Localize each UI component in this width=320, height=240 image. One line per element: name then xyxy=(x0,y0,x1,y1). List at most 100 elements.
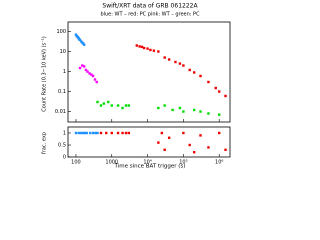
data-point xyxy=(167,58,171,61)
data-point xyxy=(96,100,99,104)
data-point xyxy=(171,108,174,112)
data-point xyxy=(99,131,103,135)
x-tick-label: 10⁶ xyxy=(215,160,223,166)
data-point xyxy=(214,86,217,90)
data-point xyxy=(107,100,110,104)
data-point xyxy=(224,94,227,98)
data-point xyxy=(95,80,98,84)
data-point xyxy=(79,131,83,135)
data-point xyxy=(127,104,131,107)
data-point xyxy=(116,104,120,107)
data-point xyxy=(178,106,182,110)
data-point xyxy=(86,70,89,73)
data-point xyxy=(77,131,80,135)
y-axis-label: Count Rate (0.3−10 keV) (s⁻¹) xyxy=(42,36,48,111)
chart-title: Swift/XRT data of GRB 061222A xyxy=(102,3,198,10)
data-point xyxy=(182,131,185,135)
data-point xyxy=(102,102,106,105)
data-point xyxy=(207,146,210,149)
data-point xyxy=(74,33,78,36)
y-tick-label: 0 xyxy=(63,155,66,161)
data-point xyxy=(188,143,191,147)
plot-frame xyxy=(67,126,231,158)
data-point xyxy=(199,74,202,78)
data-point xyxy=(121,106,124,110)
data-point xyxy=(82,131,85,135)
data-point xyxy=(163,104,166,107)
y-tick-label: 0.1 xyxy=(58,89,66,95)
data-point xyxy=(160,131,164,135)
data-point xyxy=(94,131,97,135)
y-tick-label: 10 xyxy=(60,49,66,55)
data-point xyxy=(74,131,78,135)
data-point xyxy=(157,141,160,144)
data-point xyxy=(83,43,86,46)
data-point xyxy=(81,64,84,67)
data-point xyxy=(142,46,146,50)
data-point xyxy=(124,104,128,107)
data-point xyxy=(157,106,160,110)
data-point xyxy=(90,73,93,76)
x-tick-label: 10⁴ xyxy=(143,160,151,166)
data-point xyxy=(110,104,113,107)
x-axis-label: Time since BAT trigger (s) xyxy=(114,164,186,170)
y-tick-label: 1 xyxy=(63,69,66,75)
plot-frame xyxy=(67,21,231,123)
data-point xyxy=(78,38,82,42)
data-point xyxy=(163,148,166,151)
data-point xyxy=(83,65,86,68)
data-point xyxy=(105,131,108,135)
data-point xyxy=(83,131,87,135)
data-point xyxy=(182,64,185,67)
data-point xyxy=(138,45,141,48)
data-point xyxy=(88,72,91,75)
data-point xyxy=(88,131,92,135)
data-point xyxy=(174,60,177,64)
data-point xyxy=(96,131,99,135)
data-point xyxy=(157,50,160,53)
data-point xyxy=(91,74,95,78)
data-point xyxy=(167,136,171,139)
y-tick-label: 100 xyxy=(56,29,66,35)
data-point xyxy=(178,62,182,65)
y-tick-label: 0.5 xyxy=(58,143,66,149)
data-point xyxy=(218,90,221,93)
x-tick-label: 100 xyxy=(71,160,81,166)
data-point xyxy=(85,131,88,135)
data-point xyxy=(110,131,113,135)
data-point xyxy=(218,113,221,116)
data-point xyxy=(91,131,95,135)
data-point xyxy=(199,134,202,137)
data-point xyxy=(207,80,210,84)
data-point xyxy=(146,47,149,50)
data-point xyxy=(124,131,128,135)
y-axis-label: frac. exp xyxy=(42,132,48,154)
data-point xyxy=(127,131,131,135)
data-point xyxy=(182,110,185,113)
data-point xyxy=(135,44,138,47)
chart: Swift/XRT data of GRB 061222A blue: WT –… xyxy=(42,3,231,170)
y-tick-label: 1 xyxy=(63,131,66,137)
data-point xyxy=(149,48,152,52)
data-point xyxy=(163,56,166,59)
data-point xyxy=(188,68,191,72)
data-point xyxy=(99,104,103,107)
data-point xyxy=(121,131,124,135)
data-point xyxy=(199,110,202,113)
data-point xyxy=(192,71,196,74)
x-tick-label: 1000 xyxy=(105,160,118,166)
x-tick-label: 10⁵ xyxy=(179,160,187,166)
data-point xyxy=(152,49,156,52)
data-point xyxy=(93,78,97,81)
data-point xyxy=(78,66,82,70)
data-point xyxy=(207,112,210,115)
y-tick-label: 0.01 xyxy=(55,109,66,115)
data-point xyxy=(192,108,196,112)
data-point xyxy=(192,151,196,154)
data-point xyxy=(116,131,120,135)
data-point xyxy=(140,45,144,49)
data-point xyxy=(84,68,88,72)
data-point xyxy=(218,131,221,135)
data-point xyxy=(224,148,227,151)
chart-subtitle: blue: WT – red: PC pink: WT – green: PC xyxy=(100,12,200,18)
